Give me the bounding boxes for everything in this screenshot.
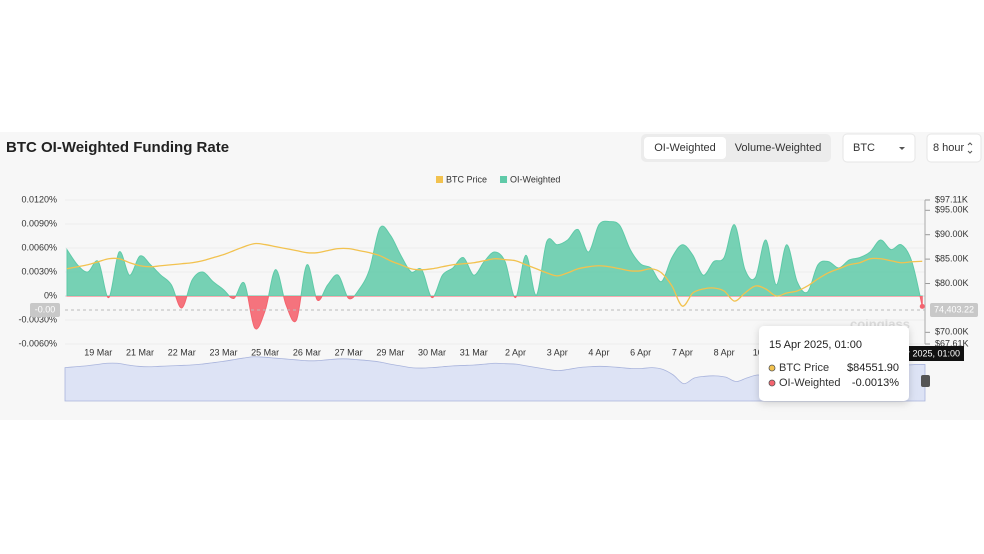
- x-tick-label: 29 Mar: [376, 347, 404, 357]
- tooltip-dot: [768, 364, 776, 372]
- panel-title: BTC OI-Weighted Funding Rate: [6, 139, 229, 156]
- tab[interactable]: OI-Weighted: [654, 142, 716, 154]
- y2-tick-label: $85.00K: [935, 253, 969, 263]
- y-tick-label: -0.0030%: [18, 314, 57, 324]
- y2-tick-label: $70.00K: [935, 327, 969, 337]
- x-tick-label: 26 Mar: [293, 347, 321, 357]
- x-tick-label: 2 Apr: [505, 347, 526, 357]
- stepper: [967, 142, 973, 154]
- tooltip-name: BTC Price: [779, 362, 829, 374]
- y2-tick-label: $67.61K: [935, 338, 969, 348]
- x-tick-label: 8 Apr: [714, 347, 735, 357]
- x-tick-label: 6 Apr: [630, 347, 651, 357]
- tooltip-dot: [768, 379, 776, 387]
- tab[interactable]: Volume-Weighted: [735, 142, 822, 154]
- legend-label: BTC Price: [446, 174, 487, 184]
- tooltip-box: [759, 326, 909, 401]
- y-tick-label: 0.0090%: [21, 218, 57, 228]
- x-tick-label: 22 Mar: [168, 347, 196, 357]
- crosshair-y2-label: 74,403.22: [934, 304, 974, 314]
- x-tick-label: 30 Mar: [418, 347, 446, 357]
- x-tick-label: 27 Mar: [335, 347, 363, 357]
- y-tick-label: 0.0060%: [21, 242, 57, 252]
- tooltip-name: OI-Weighted: [779, 377, 841, 389]
- interval-label: 8 hour: [933, 142, 965, 154]
- tooltip-value: $84551.90: [847, 362, 899, 374]
- price-line: [66, 242, 923, 307]
- y-tick-label: 0.0030%: [21, 266, 57, 276]
- x-tick-label: 7 Apr: [672, 347, 693, 357]
- caret: [899, 147, 905, 150]
- y2-tick-label: $97.11K: [935, 194, 968, 204]
- crosshair-y-box: [30, 303, 60, 317]
- y2-tick-label: $95.00K: [935, 205, 969, 215]
- legend-label: OI-Weighted: [510, 174, 560, 184]
- y-tick-label: -0.0060%: [18, 338, 57, 348]
- crosshair-y2-box: [930, 303, 978, 317]
- x-tick-label: 21 Mar: [126, 347, 154, 357]
- x-tick-label: 3 Apr: [547, 347, 568, 357]
- y-tick-label: 0%: [44, 290, 57, 300]
- tooltip-value: -0.0013%: [852, 377, 899, 389]
- hover-point: [919, 303, 925, 309]
- tooltip-title: 15 Apr 2025, 01:00: [769, 339, 862, 351]
- y2-tick-label: $90.00K: [935, 229, 969, 239]
- coin-select[interactable]: [842, 133, 916, 163]
- x-tick-label: 23 Mar: [209, 347, 237, 357]
- crosshair-x-label: 15 Apr 2025, 01:00: [884, 348, 960, 358]
- x-tick-label: 4 Apr: [588, 347, 609, 357]
- legend-swatch: [500, 176, 508, 183]
- legend-swatch: [436, 176, 443, 183]
- interval-select[interactable]: [926, 133, 982, 163]
- tooltip: 15 Apr 2025, 01:00 BTC Price $84551.90 OI-W…: [759, 326, 909, 401]
- tab-selected-bg: [644, 137, 726, 159]
- y2-tick-label: $80.00K: [935, 278, 969, 288]
- x-tick-label: 25 Mar: [251, 347, 279, 357]
- x-tick-label: 19 Mar: [84, 347, 112, 357]
- crosshair-y-label: -0.00: [35, 304, 56, 314]
- x-tick-label: 31 Mar: [460, 347, 488, 357]
- navigator-handle: [921, 375, 930, 387]
- coin-select-label: BTC: [853, 142, 875, 154]
- y-tick-label: 0.0120%: [21, 194, 57, 204]
